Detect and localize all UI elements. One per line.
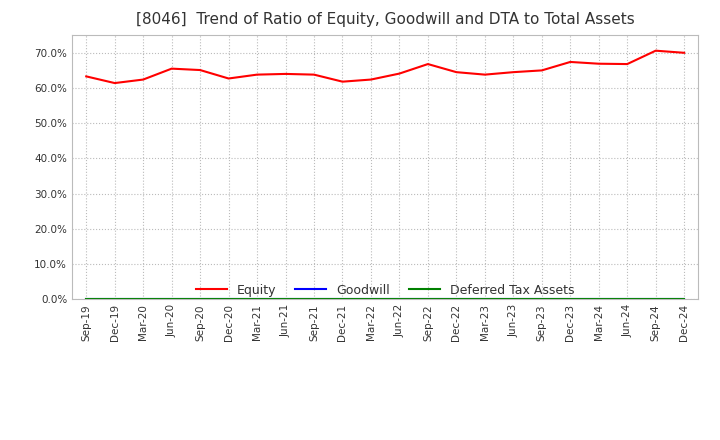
Goodwill <box>366 297 375 302</box>
Goodwill <box>139 297 148 302</box>
Equity <box>338 79 347 84</box>
Deferred Tax Assets <box>310 297 318 302</box>
Equity <box>196 67 204 73</box>
Goodwill <box>338 297 347 302</box>
Deferred Tax Assets <box>82 297 91 302</box>
Deferred Tax Assets <box>395 297 404 302</box>
Goodwill <box>423 297 432 302</box>
Equity <box>509 70 518 75</box>
Equity <box>623 62 631 67</box>
Goodwill <box>225 297 233 302</box>
Goodwill <box>82 297 91 302</box>
Deferred Tax Assets <box>595 297 603 302</box>
Equity <box>652 48 660 53</box>
Goodwill <box>566 297 575 302</box>
Goodwill <box>680 297 688 302</box>
Title: [8046]  Trend of Ratio of Equity, Goodwill and DTA to Total Assets: [8046] Trend of Ratio of Equity, Goodwil… <box>136 12 634 27</box>
Equity <box>566 59 575 65</box>
Deferred Tax Assets <box>167 297 176 302</box>
Goodwill <box>395 297 404 302</box>
Goodwill <box>253 297 261 302</box>
Equity <box>366 77 375 82</box>
Equity <box>680 50 688 55</box>
Deferred Tax Assets <box>537 297 546 302</box>
Deferred Tax Assets <box>566 297 575 302</box>
Goodwill <box>623 297 631 302</box>
Deferred Tax Assets <box>480 297 489 302</box>
Deferred Tax Assets <box>282 297 290 302</box>
Deferred Tax Assets <box>452 297 461 302</box>
Goodwill <box>167 297 176 302</box>
Equity <box>310 72 318 77</box>
Goodwill <box>480 297 489 302</box>
Goodwill <box>282 297 290 302</box>
Equity <box>595 61 603 66</box>
Equity <box>395 71 404 76</box>
Equity <box>480 72 489 77</box>
Deferred Tax Assets <box>338 297 347 302</box>
Goodwill <box>452 297 461 302</box>
Equity <box>82 74 91 79</box>
Equity <box>110 81 119 86</box>
Deferred Tax Assets <box>225 297 233 302</box>
Deferred Tax Assets <box>623 297 631 302</box>
Equity <box>139 77 148 82</box>
Deferred Tax Assets <box>652 297 660 302</box>
Equity <box>423 62 432 67</box>
Goodwill <box>537 297 546 302</box>
Goodwill <box>110 297 119 302</box>
Deferred Tax Assets <box>253 297 261 302</box>
Deferred Tax Assets <box>110 297 119 302</box>
Deferred Tax Assets <box>680 297 688 302</box>
Deferred Tax Assets <box>139 297 148 302</box>
Deferred Tax Assets <box>366 297 375 302</box>
Deferred Tax Assets <box>196 297 204 302</box>
Legend: Equity, Goodwill, Deferred Tax Assets: Equity, Goodwill, Deferred Tax Assets <box>191 279 580 302</box>
Equity <box>225 76 233 81</box>
Deferred Tax Assets <box>423 297 432 302</box>
Equity <box>282 71 290 77</box>
Goodwill <box>196 297 204 302</box>
Equity <box>253 72 261 77</box>
Equity <box>167 66 176 71</box>
Goodwill <box>509 297 518 302</box>
Line: Equity: Equity <box>86 51 684 83</box>
Equity <box>452 70 461 75</box>
Deferred Tax Assets <box>509 297 518 302</box>
Equity <box>537 68 546 73</box>
Goodwill <box>652 297 660 302</box>
Goodwill <box>310 297 318 302</box>
Goodwill <box>595 297 603 302</box>
